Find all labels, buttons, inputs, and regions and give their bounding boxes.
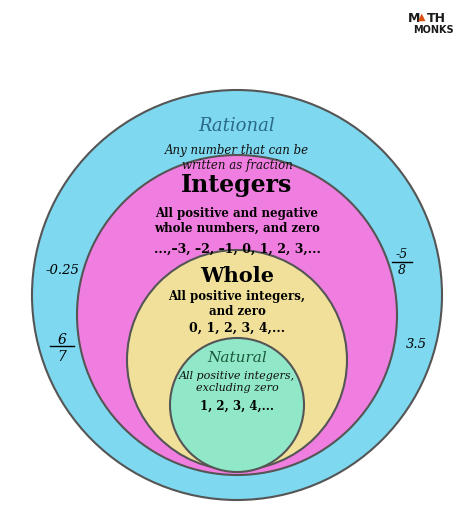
Text: 3.5: 3.5 (405, 338, 427, 351)
Text: ...,–3, –2, –1, 0, 1, 2, 3,...: ...,–3, –2, –1, 0, 1, 2, 3,... (154, 243, 320, 255)
Text: All positive and negative
whole numbers, and zero: All positive and negative whole numbers,… (154, 207, 320, 235)
Text: Whole: Whole (200, 266, 274, 286)
Text: Integers: Integers (182, 173, 292, 197)
Circle shape (127, 250, 347, 470)
Text: 0, 1, 2, 3, 4,...: 0, 1, 2, 3, 4,... (189, 322, 285, 335)
Text: 8: 8 (398, 265, 406, 278)
Text: Any number that can be
written as fraction: Any number that can be written as fracti… (165, 144, 309, 172)
Text: -5: -5 (396, 248, 408, 262)
Circle shape (32, 90, 442, 500)
Text: TH: TH (427, 12, 446, 25)
Circle shape (77, 155, 397, 475)
Text: Natural: Natural (207, 351, 267, 365)
Text: All positive integers,
and zero: All positive integers, and zero (168, 290, 306, 318)
Text: 7: 7 (57, 350, 66, 364)
Text: 1, 2, 3, 4,...: 1, 2, 3, 4,... (200, 399, 274, 412)
Text: 6: 6 (57, 333, 66, 347)
Text: MONKS: MONKS (413, 25, 454, 35)
Text: All positive integers,
excluding zero: All positive integers, excluding zero (179, 371, 295, 393)
Text: M: M (408, 12, 420, 25)
Text: Rational: Rational (199, 117, 275, 135)
Text: ▲: ▲ (418, 12, 426, 22)
Circle shape (170, 338, 304, 472)
Text: -0.25: -0.25 (45, 264, 79, 277)
